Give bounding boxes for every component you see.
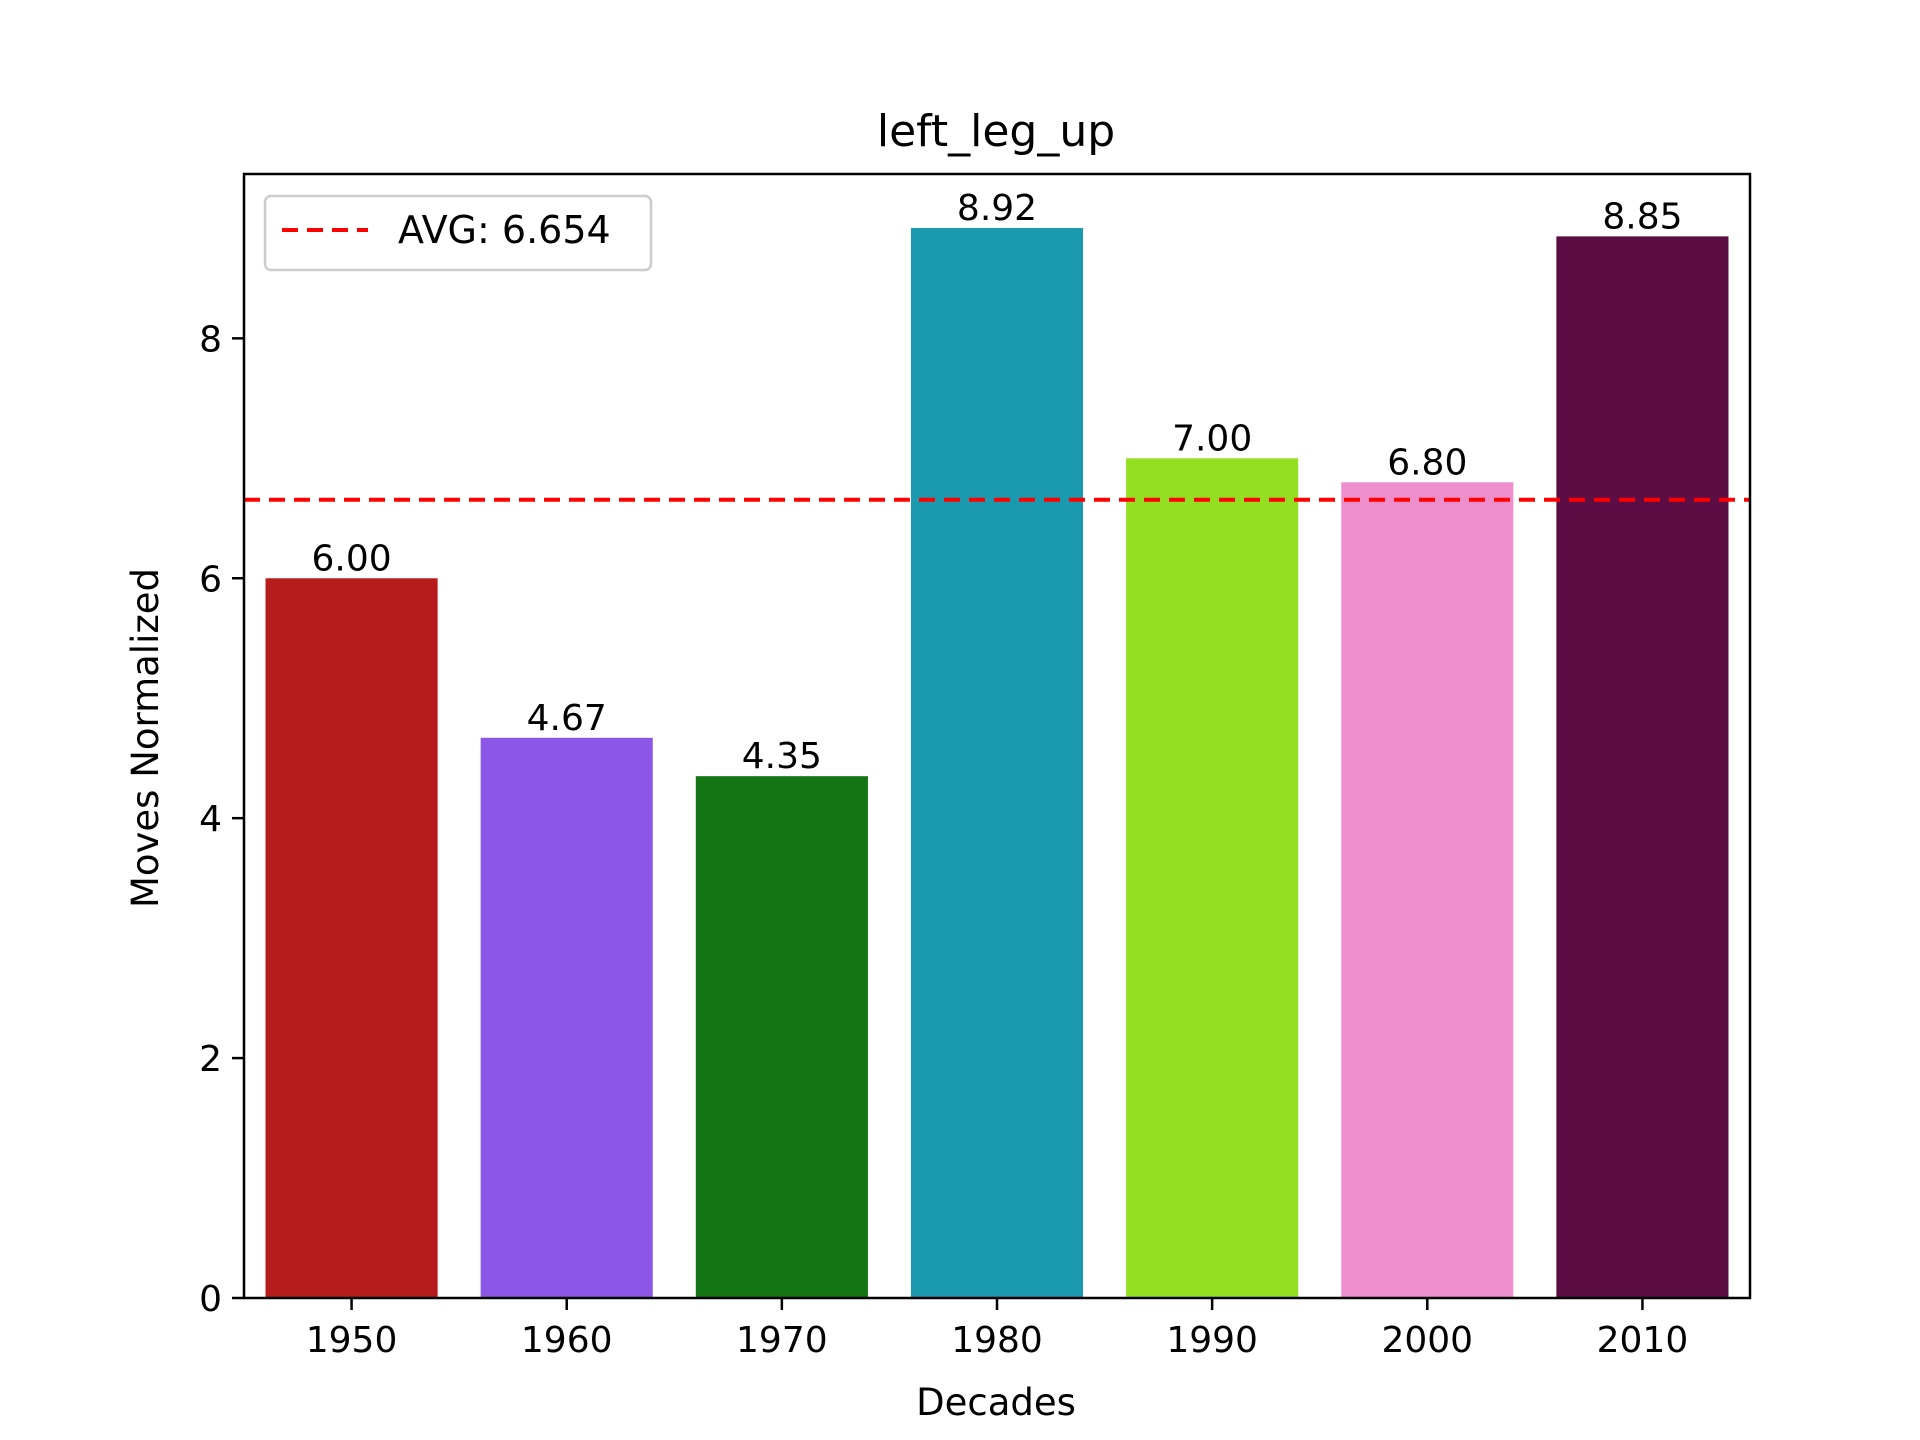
x-tick-label-1990: 1990 — [1166, 1320, 1258, 1361]
bar-value-label-2010: 8.85 — [1602, 196, 1682, 237]
y-tick-label-6: 6 — [199, 559, 222, 600]
bar-1980 — [910, 227, 1084, 1298]
bar-1970 — [695, 776, 868, 1298]
chart-title: left_leg_up — [877, 106, 1115, 157]
bar-value-label-1960: 4.67 — [527, 698, 607, 739]
bar-1950 — [265, 578, 438, 1298]
x-axis-label: Decades — [916, 1381, 1076, 1424]
x-tick-label-1950: 1950 — [306, 1320, 398, 1361]
x-tick-label-1980: 1980 — [951, 1320, 1043, 1361]
bars-group — [265, 227, 1729, 1298]
bar-value-label-1990: 7.00 — [1172, 418, 1252, 459]
bar-value-label-2000: 6.80 — [1387, 442, 1467, 483]
legend: AVG: 6.654 — [263, 194, 653, 272]
y-axis-ticks: 0 2 4 6 8 — [199, 319, 244, 1320]
x-axis-ticks: 1950 1960 1970 1980 1990 2000 2010 — [306, 1298, 1688, 1361]
legend-entry-avg: AVG: 6.654 — [398, 208, 611, 252]
x-tick-label-2000: 2000 — [1381, 1320, 1473, 1361]
bar-2010 — [1556, 236, 1729, 1298]
x-tick-label-1960: 1960 — [521, 1320, 613, 1361]
y-tick-label-8: 8 — [199, 319, 222, 360]
y-tick-label-4: 4 — [199, 799, 222, 840]
bar-value-label-1980: 8.92 — [957, 188, 1037, 229]
bar-labels-group: 6.00 4.67 4.35 8.92 7.00 6.80 8.85 — [311, 188, 1682, 777]
bar-value-label-1950: 6.00 — [311, 538, 391, 579]
x-tick-label-2010: 2010 — [1597, 1320, 1689, 1361]
x-tick-label-1970: 1970 — [736, 1320, 828, 1361]
y-axis-label: Moves Normalized — [124, 568, 167, 908]
bar-value-label-1970: 4.35 — [742, 736, 822, 777]
legend-box — [263, 194, 653, 272]
bar-2000 — [1341, 482, 1514, 1298]
y-tick-label-2: 2 — [199, 1039, 222, 1080]
y-tick-label-0: 0 — [199, 1279, 222, 1320]
bar-1960 — [480, 737, 653, 1298]
bar-1990 — [1126, 458, 1299, 1298]
